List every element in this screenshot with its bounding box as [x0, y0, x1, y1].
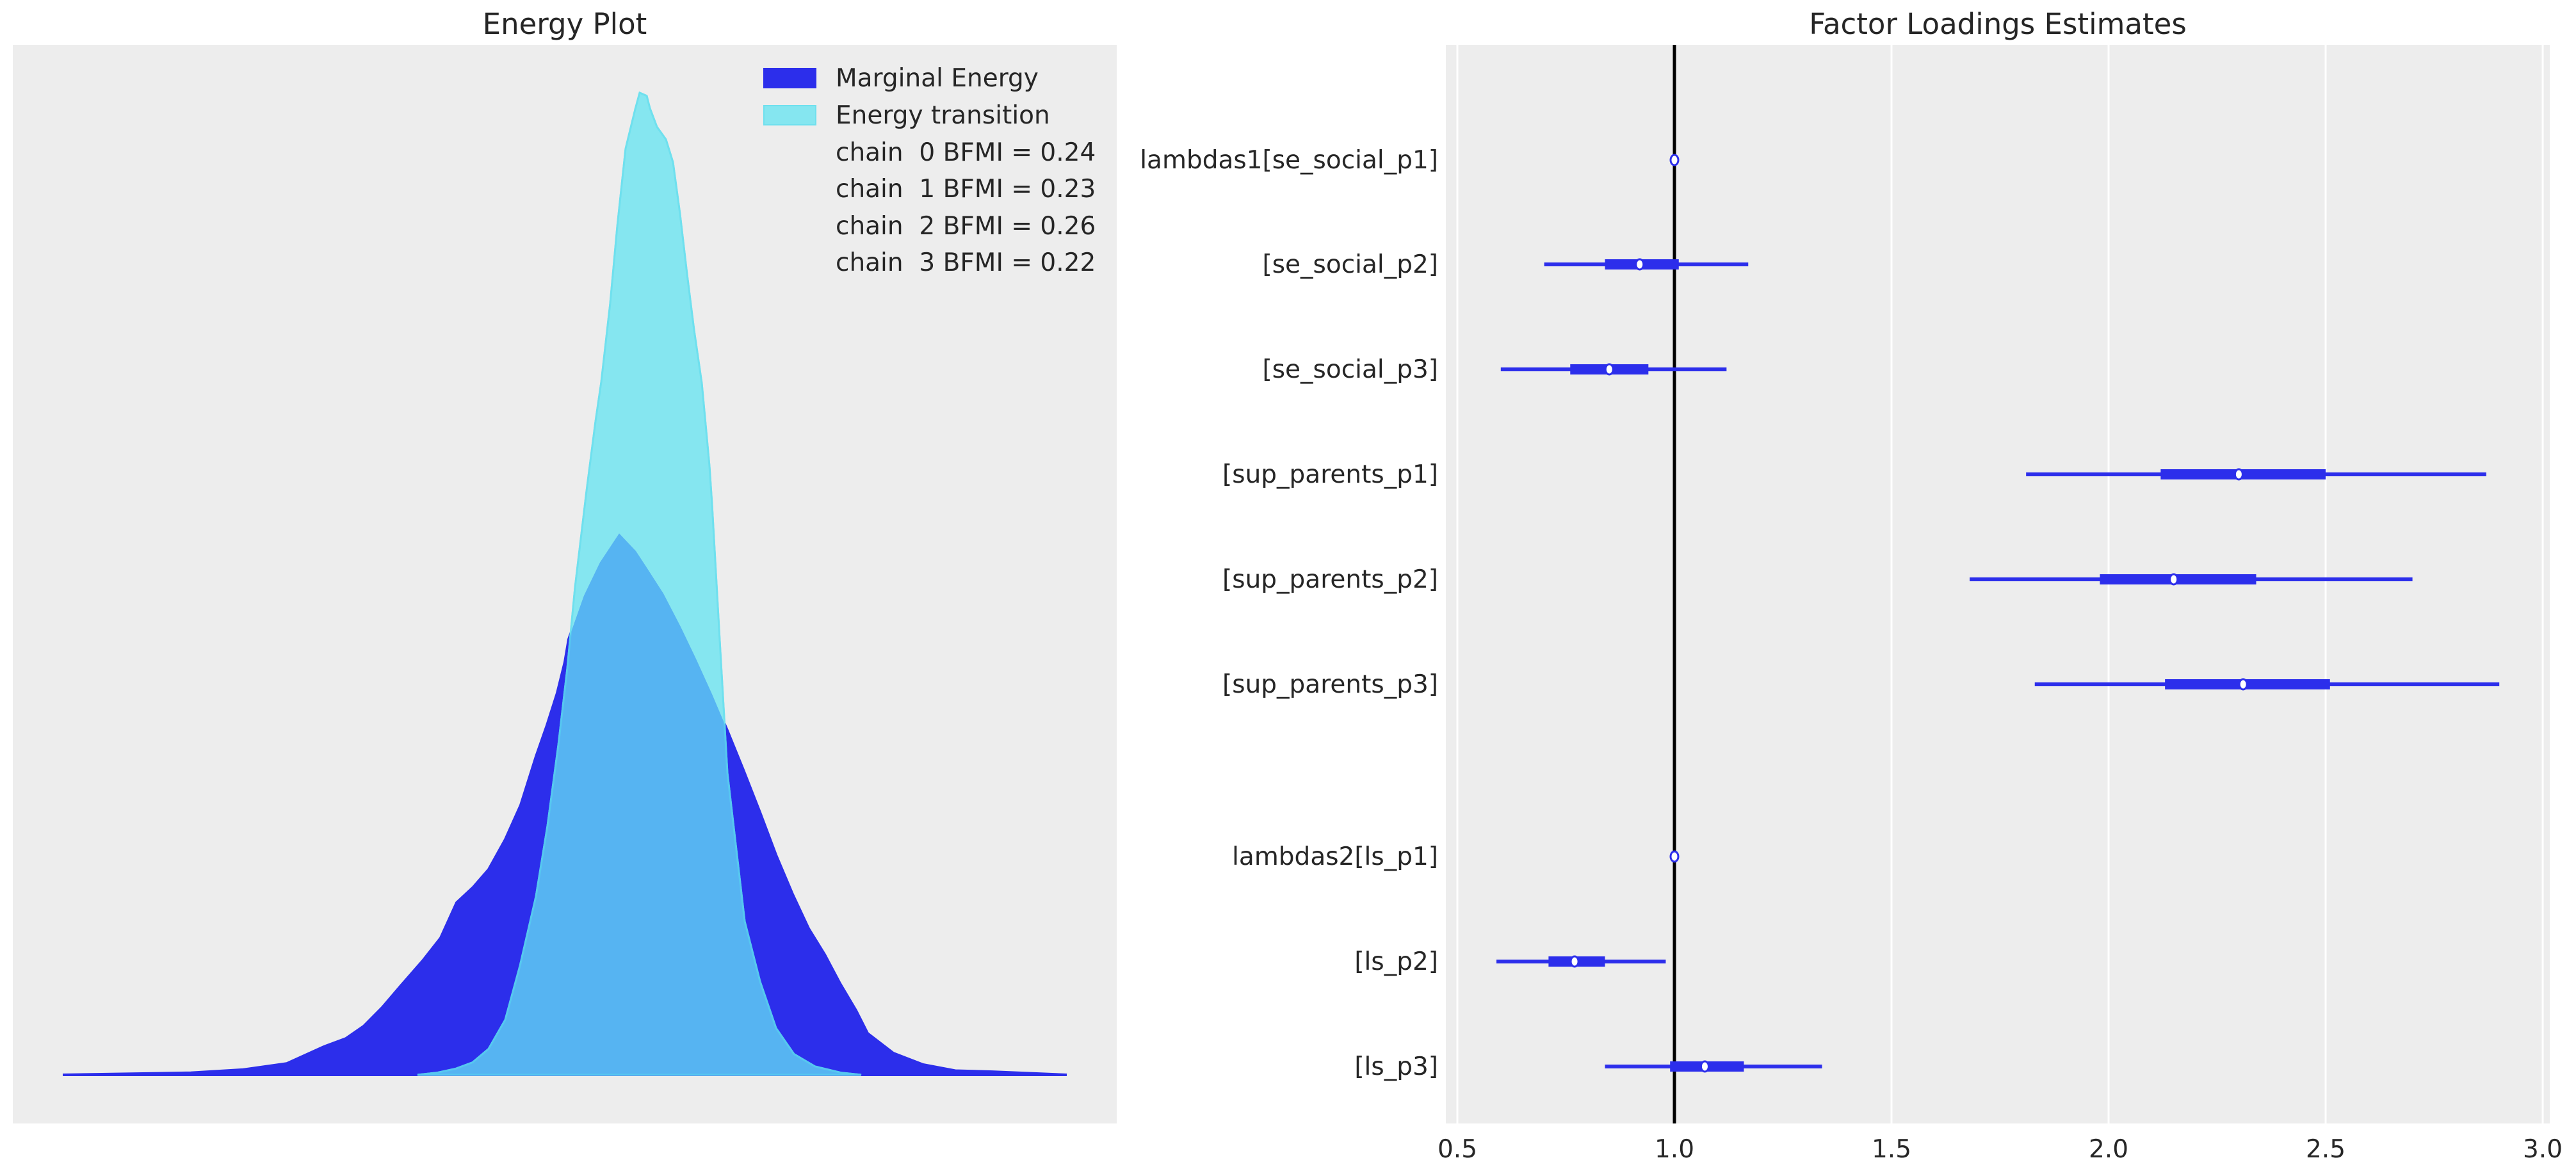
energy-plot-title: Energy Plot [483, 7, 647, 41]
row-label: lambdas1[se_social_p1] [1140, 146, 1438, 175]
forest-rows [1496, 154, 2500, 1073]
legend-label-energy-transition: Energy transition [836, 101, 1050, 130]
energy-density-areas [62, 91, 1067, 1076]
legend-bfmi-chain-1: chain 1 BFMI = 0.23 [836, 175, 1096, 204]
legend-bfmi-chain-3: chain 3 BFMI = 0.22 [836, 248, 1096, 277]
x-tick-label: 2.0 [2089, 1135, 2128, 1164]
median-point [2233, 468, 2244, 481]
median-point [1669, 850, 1680, 863]
energy-overlap-area [417, 533, 862, 1075]
median-point [1699, 1060, 1710, 1073]
x-tick-label: 3.0 [2523, 1135, 2563, 1164]
row-label: [se_social_p3] [1262, 355, 1438, 384]
median-point [1669, 154, 1680, 166]
median-point [1635, 258, 1645, 271]
median-point [2169, 573, 2179, 586]
forest-row [2026, 468, 2486, 481]
forest-row [1669, 850, 1680, 863]
forest-row [1544, 258, 1749, 271]
median-point [1569, 955, 1580, 968]
forest-row [1669, 154, 1680, 166]
x-tick-label: 1.5 [1872, 1135, 1911, 1164]
legend-bfmi-chain-0: chain 0 BFMI = 0.24 [836, 138, 1096, 167]
median-point [2238, 678, 2248, 691]
row-label: [ls_p2] [1354, 947, 1438, 976]
row-label: [sup_parents_p3] [1222, 670, 1438, 699]
legend-swatch-energy-transition [763, 105, 816, 125]
row-label: lambdas2[ls_p1] [1232, 842, 1438, 871]
forest-x-tick-labels: 0.5 1.0 1.5 2.0 2.5 3.0 [1438, 1135, 2563, 1164]
legend-bfmi-chain-2: chain 2 BFMI = 0.26 [836, 212, 1096, 241]
legend-swatch-marginal-energy [763, 68, 816, 88]
forest-row [2034, 678, 2500, 691]
forest-row-labels: lambdas1[se_social_p1] [se_social_p2] [se_… [1140, 146, 1438, 1081]
x-tick-label: 2.5 [2306, 1135, 2345, 1164]
energy-legend: Marginal Energy Energy transition chain … [763, 64, 1096, 277]
forest-row [1605, 1060, 1822, 1073]
row-label: [sup_parents_p1] [1222, 460, 1438, 489]
legend-label-marginal-energy: Marginal Energy [836, 64, 1039, 93]
forest-row [1970, 573, 2413, 586]
forest-row [1496, 955, 1666, 968]
row-label: [sup_parents_p2] [1222, 565, 1438, 594]
median-point [1604, 363, 1614, 376]
forest-plot-title: Factor Loadings Estimates [1809, 7, 2187, 41]
x-tick-label: 0.5 [1438, 1135, 1477, 1164]
x-tick-label: 1.0 [1655, 1135, 1694, 1164]
energy-plot-panel: Energy Plot Marginal Energy Energy trans… [13, 7, 1117, 1123]
forest-row [1500, 363, 1727, 376]
forest-plot-axes [1446, 45, 2550, 1123]
row-label: [se_social_p2] [1262, 250, 1438, 279]
row-label: [ls_p3] [1354, 1052, 1438, 1081]
forest-plot-panel: Factor Loadings Estimates lambdas1[se_so… [1140, 7, 2563, 1164]
